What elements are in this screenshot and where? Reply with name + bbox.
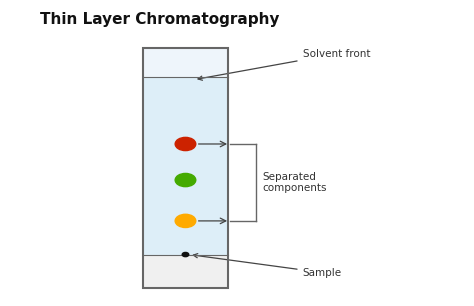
Bar <box>143 255 228 288</box>
Bar <box>143 77 228 255</box>
Text: Sample: Sample <box>193 254 342 278</box>
Bar <box>143 48 228 288</box>
Text: Solvent front: Solvent front <box>198 49 370 80</box>
Text: Thin Layer Chromatography: Thin Layer Chromatography <box>40 12 280 27</box>
Text: Separated
components: Separated components <box>263 172 327 193</box>
Circle shape <box>175 174 196 187</box>
Circle shape <box>175 137 196 151</box>
Circle shape <box>182 252 189 257</box>
Circle shape <box>175 214 196 227</box>
Bar <box>143 48 228 77</box>
